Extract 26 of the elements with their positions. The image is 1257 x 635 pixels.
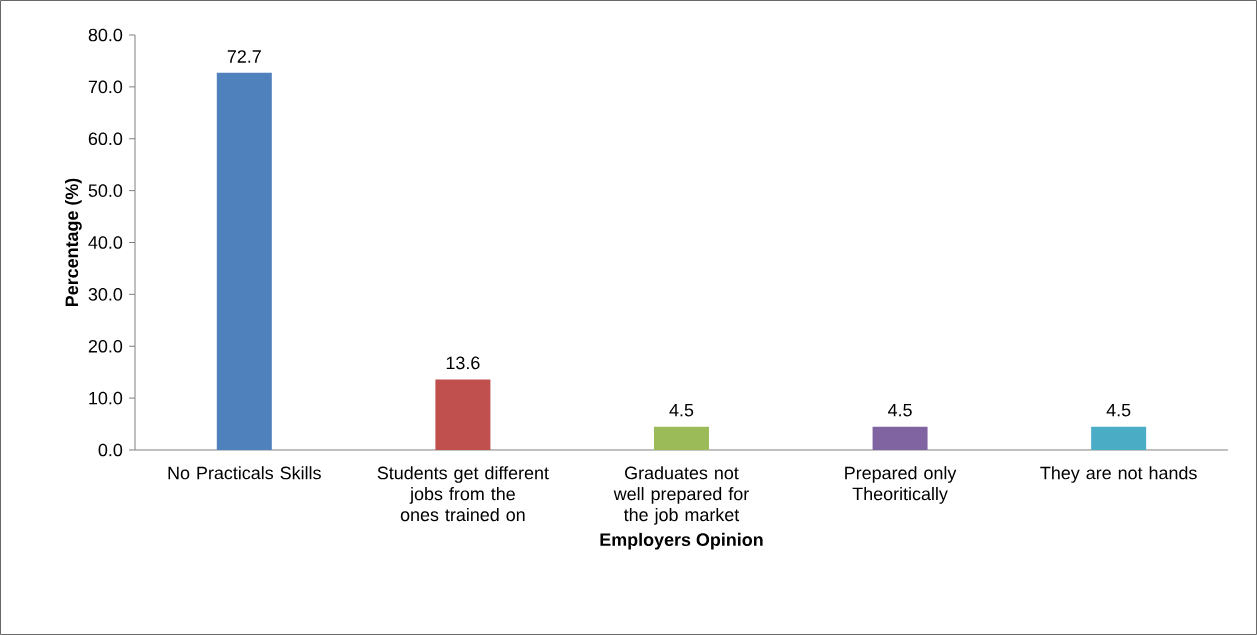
y-tick-label: 40.0	[88, 236, 123, 249]
x-tick-label: They are not hands	[1040, 466, 1197, 483]
y-tick-label: 20.0	[88, 339, 123, 353]
x-tick-label: Graduates not well prepared for the job market	[613, 466, 749, 525]
y-tick-label: 70.0	[88, 80, 123, 94]
y-tick-label: 30.0	[88, 288, 123, 301]
bar	[1091, 426, 1147, 450]
data-label: 72.7	[227, 50, 261, 63]
y-tick-label: 60.0	[88, 132, 123, 146]
data-label: 4.5	[888, 403, 912, 417]
bar	[216, 72, 272, 450]
x-tick-label: No Practicals Skills	[168, 466, 321, 480]
x-tick-label: Students get different jobs from the ones trained on	[377, 466, 549, 522]
bar	[653, 426, 709, 450]
y-tick-label: 80.0	[88, 28, 123, 42]
data-label: 4.5	[669, 403, 694, 417]
data-label: 4.5	[1106, 403, 1131, 417]
y-tick-label: 0.0	[98, 443, 123, 457]
x-tick-label: Prepared only Theoritically	[845, 466, 957, 504]
y-tick-label: 50.0	[88, 184, 123, 197]
bar	[435, 379, 491, 450]
y-tick-label: 10.0	[89, 391, 123, 405]
data-label: 13.6	[446, 356, 480, 370]
x-axis-title: Employers Opinion	[600, 532, 763, 550]
bar	[872, 426, 928, 450]
y-axis-title: Percentage (%)	[64, 178, 82, 307]
